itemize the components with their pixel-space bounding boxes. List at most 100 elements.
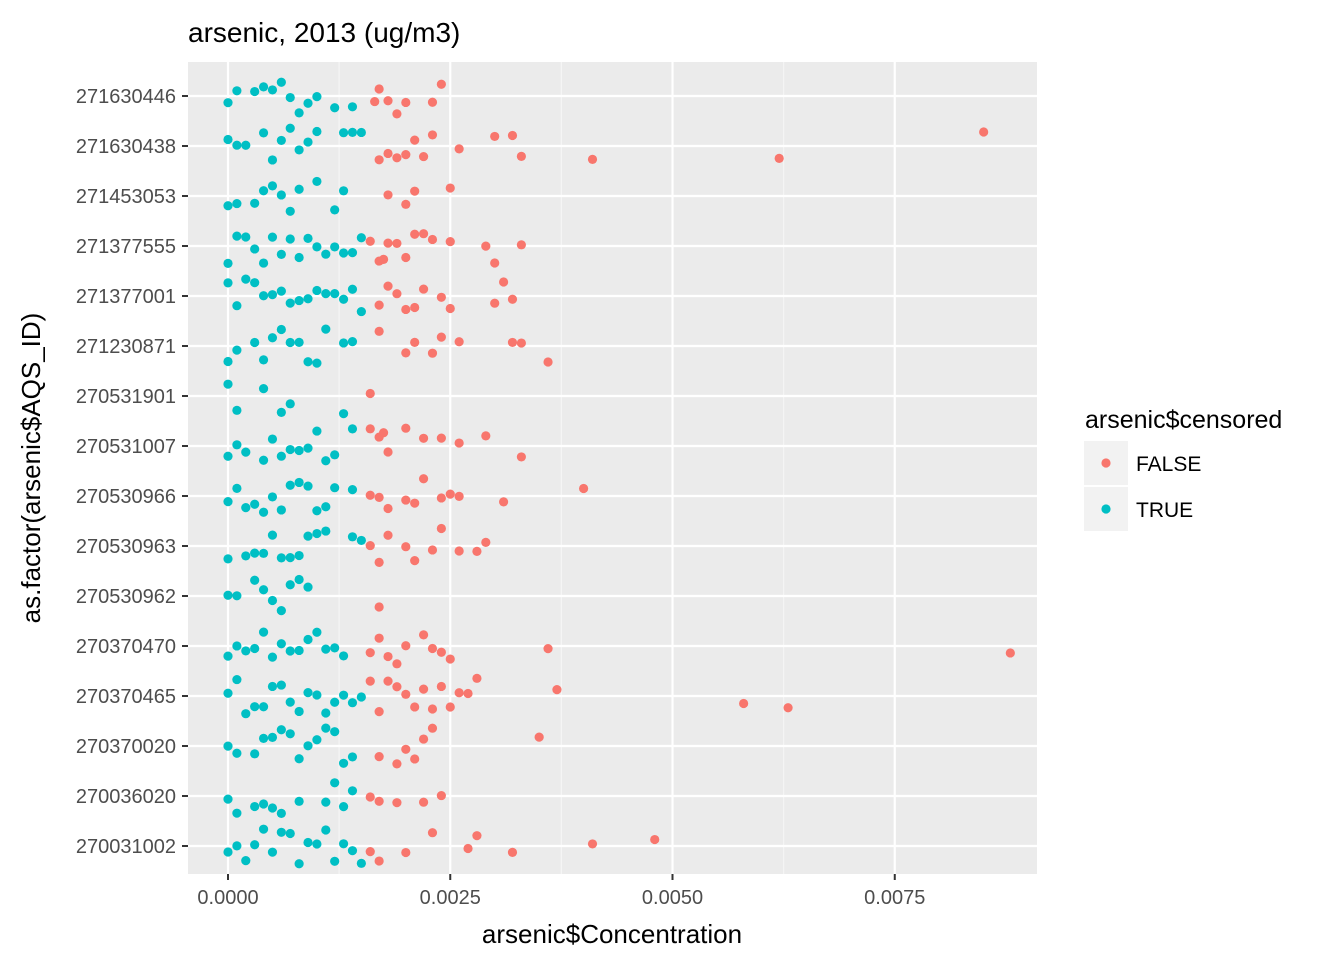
data-point	[365, 236, 375, 246]
y-tick-label: 271630438	[76, 136, 176, 158]
data-point	[516, 338, 526, 348]
data-point	[418, 734, 429, 744]
data-point	[258, 799, 269, 809]
data-point	[445, 183, 455, 193]
data-point	[427, 723, 438, 733]
data-point	[347, 337, 358, 347]
data-point	[241, 232, 251, 242]
data-point	[401, 348, 411, 358]
data-point	[383, 281, 393, 291]
data-point	[241, 551, 251, 561]
data-point	[427, 234, 438, 245]
data-point	[285, 444, 295, 455]
data-point	[294, 550, 304, 561]
data-point	[232, 301, 242, 311]
x-tick-label: 0.0000	[197, 887, 258, 909]
data-point	[303, 443, 313, 453]
data-point	[356, 535, 366, 546]
data-point	[250, 801, 260, 812]
data-point	[276, 407, 286, 417]
data-point	[330, 289, 340, 299]
data-point	[401, 847, 411, 858]
data-point	[223, 278, 233, 288]
data-point	[330, 697, 340, 707]
data-point	[410, 754, 420, 764]
data-point	[285, 580, 295, 590]
data-point	[401, 97, 411, 108]
data-point	[241, 274, 251, 284]
data-point	[347, 424, 358, 434]
data-point	[312, 176, 322, 187]
data-point	[427, 828, 438, 838]
data-point	[258, 355, 269, 365]
data-point	[267, 155, 278, 165]
data-point	[338, 128, 349, 138]
data-point	[250, 499, 260, 509]
data-point	[321, 289, 331, 299]
data-point	[418, 684, 429, 694]
legend-key-marker	[1101, 504, 1111, 514]
data-point	[365, 490, 375, 500]
data-point	[303, 137, 313, 147]
data-point	[258, 824, 269, 834]
data-point	[418, 797, 429, 807]
data-point	[516, 452, 526, 462]
data-point	[472, 673, 482, 683]
data-point	[374, 155, 384, 165]
data-point	[392, 798, 402, 808]
data-point	[223, 590, 233, 600]
data-point	[401, 495, 411, 505]
data-point	[276, 553, 286, 563]
data-point	[410, 302, 420, 313]
data-point	[392, 153, 402, 163]
data-point	[330, 778, 340, 788]
data-point	[303, 837, 313, 848]
data-point	[303, 357, 313, 367]
data-point	[365, 424, 375, 434]
data-point	[250, 702, 260, 712]
chart-title: arsenic, 2013 (ug/m3)	[188, 17, 460, 48]
data-point	[232, 641, 242, 651]
data-point	[507, 294, 518, 304]
data-point	[267, 803, 278, 813]
data-point	[338, 651, 349, 661]
data-point	[303, 98, 313, 108]
data-point	[410, 229, 420, 239]
legend-label: TRUE	[1136, 499, 1193, 522]
data-point	[445, 236, 455, 247]
data-point	[454, 438, 464, 448]
data-point	[267, 732, 278, 742]
y-tick-label: 271630446	[76, 86, 176, 108]
data-point	[463, 688, 473, 699]
data-point	[294, 574, 304, 585]
data-point	[543, 644, 553, 654]
data-point	[338, 186, 349, 196]
data-point	[276, 135, 286, 146]
data-point	[267, 333, 278, 343]
data-point	[276, 286, 286, 296]
data-point	[410, 556, 420, 566]
data-point	[267, 232, 278, 242]
data-point	[347, 698, 358, 708]
data-point	[303, 741, 313, 751]
data-point	[436, 647, 446, 657]
data-point	[250, 643, 260, 654]
data-point	[223, 497, 233, 507]
data-point	[303, 233, 313, 243]
data-point	[1005, 648, 1015, 658]
data-point	[507, 130, 518, 141]
x-tick-label: 0.0075	[864, 887, 925, 909]
y-tick-label: 270370465	[76, 686, 176, 708]
data-point	[223, 134, 233, 145]
data-point	[436, 523, 446, 534]
data-point	[250, 337, 260, 348]
data-point	[241, 646, 251, 656]
data-point	[294, 337, 304, 347]
data-point	[516, 151, 526, 161]
data-point	[383, 238, 393, 248]
data-point	[276, 190, 286, 200]
data-point	[534, 732, 544, 742]
data-point	[338, 801, 349, 812]
data-point	[347, 102, 358, 112]
data-point	[330, 103, 340, 113]
